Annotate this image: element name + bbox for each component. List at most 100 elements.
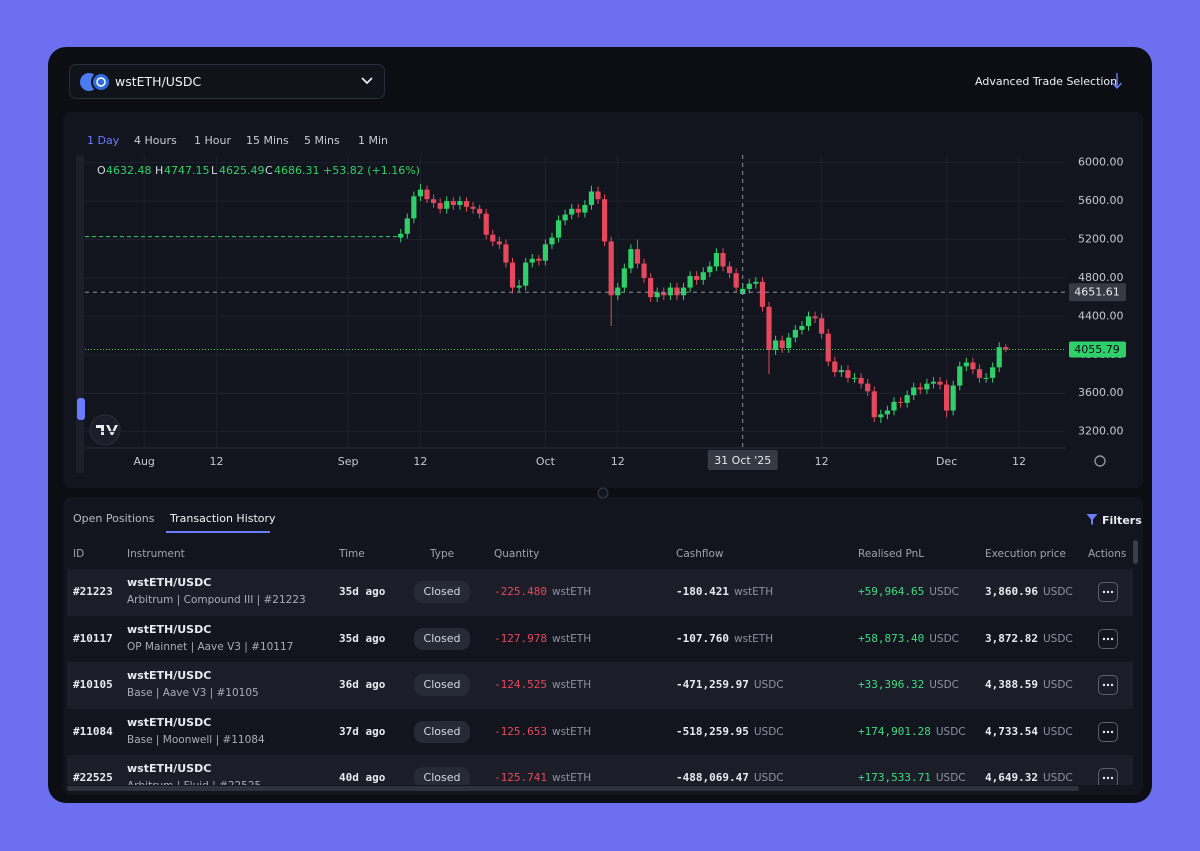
row-cashflow-unit: wstETH bbox=[733, 586, 774, 598]
candle-body bbox=[1003, 347, 1009, 350]
candle-body bbox=[536, 258, 542, 261]
row-actions[interactable] bbox=[1098, 721, 1118, 742]
candle-body bbox=[667, 287, 673, 296]
row-actions[interactable] bbox=[1098, 582, 1118, 602]
candle-body bbox=[595, 191, 601, 200]
dots bbox=[1102, 590, 1114, 594]
candle-body bbox=[851, 377, 858, 379]
resize-handle[interactable] bbox=[596, 486, 610, 500]
crosshair-y-box bbox=[1069, 283, 1126, 302]
y-tick-label: 5200.00 bbox=[1078, 233, 1124, 246]
row-pnl-unit: USDC bbox=[929, 632, 960, 645]
row-type: Closed bbox=[414, 767, 470, 785]
tab[interactable]: Transaction History bbox=[170, 512, 276, 525]
candle-body bbox=[680, 287, 687, 296]
dots bbox=[1102, 730, 1114, 733]
row-pnl-unit: USDC bbox=[935, 725, 966, 738]
x-tick-label: 12 bbox=[815, 455, 829, 468]
candle-body bbox=[970, 362, 976, 370]
candle-body bbox=[398, 233, 404, 238]
candle-body bbox=[746, 283, 752, 289]
tab-underline bbox=[166, 531, 270, 533]
candle-body bbox=[871, 391, 877, 418]
candle-body bbox=[674, 287, 680, 296]
candle-body bbox=[463, 201, 470, 207]
row-quantity-unit: wstETH bbox=[551, 679, 592, 691]
pair-selector[interactable]: wstETH/USDC bbox=[69, 64, 385, 99]
settings-icon[interactable] bbox=[1094, 455, 1106, 467]
row-instrument: wstETH/USDC bbox=[127, 715, 212, 729]
row-cashflow-unit: USDC bbox=[753, 679, 784, 691]
candle-body bbox=[496, 241, 502, 245]
timeframe-button[interactable]: 5 Mins bbox=[304, 134, 340, 147]
dots bbox=[1102, 637, 1114, 640]
column-header: Type bbox=[430, 548, 455, 560]
row-pnl-value: +33,396.32 bbox=[858, 678, 925, 691]
advanced-trade-selection[interactable]: Advanced Trade Selection bbox=[975, 75, 1118, 88]
row-quantity-unit: wstETH bbox=[551, 632, 592, 645]
candle-body bbox=[792, 329, 798, 338]
legend-value: 4747.15 bbox=[164, 164, 210, 177]
candle-body bbox=[654, 292, 660, 298]
tab[interactable]: Open Positions bbox=[73, 512, 155, 525]
legend-key: C bbox=[265, 164, 273, 177]
candle-body bbox=[812, 316, 818, 319]
row-id: #11084 bbox=[73, 724, 113, 738]
candle-body bbox=[700, 272, 706, 280]
row-quantity: -225.480 bbox=[494, 585, 547, 598]
candle-body bbox=[694, 276, 700, 280]
last-price-box bbox=[1069, 341, 1126, 358]
row-quantity-cell: -127.978 wstETH bbox=[494, 632, 591, 645]
row-quantity: -124.525 bbox=[494, 678, 547, 691]
row-id: #10105 bbox=[73, 678, 113, 691]
candle-body bbox=[687, 276, 693, 288]
row-actions[interactable] bbox=[1098, 675, 1118, 695]
candle-body bbox=[878, 414, 884, 418]
timeframe-button[interactable]: 1 Hour bbox=[194, 134, 231, 147]
row-actions[interactable] bbox=[1098, 768, 1118, 785]
candle-body bbox=[404, 218, 410, 234]
candle-body bbox=[542, 244, 549, 261]
filters-button[interactable]: Filters bbox=[1102, 514, 1142, 527]
candle-body bbox=[516, 285, 522, 288]
candle-body bbox=[444, 201, 450, 209]
candle-body bbox=[917, 387, 923, 390]
side-toggle[interactable] bbox=[77, 398, 85, 420]
candle-body bbox=[713, 252, 720, 267]
candle-body bbox=[779, 340, 785, 349]
y-tick-label: 4400.00 bbox=[1078, 309, 1124, 322]
row-actions[interactable] bbox=[1098, 628, 1118, 649]
timeframe-button[interactable]: 15 Mins bbox=[246, 134, 289, 147]
x-tick-label: 12 bbox=[413, 455, 427, 468]
row-price: 4,733.54 USDC bbox=[985, 725, 1073, 738]
candle-body bbox=[957, 366, 963, 386]
row-venue: OP Mainnet | Aave V3 | #10117 bbox=[127, 640, 294, 653]
candle-body bbox=[457, 201, 463, 205]
timeframe-button[interactable]: 1 Day bbox=[87, 134, 120, 147]
candle-body bbox=[477, 208, 483, 214]
row-cashflow: -471,259.97 USDC bbox=[676, 678, 784, 691]
candle-body bbox=[417, 189, 424, 197]
candle-body bbox=[819, 318, 825, 334]
y-tick-label: 3600.00 bbox=[1078, 386, 1124, 399]
row-price: 3,872.82 USDC bbox=[985, 632, 1073, 645]
row-type: Closed bbox=[414, 720, 470, 743]
candle-body bbox=[437, 203, 443, 209]
table-body: #21223 wstETH/USDC Arbitrum | Compound III… bbox=[67, 569, 1133, 785]
x-tick-label: Sep bbox=[338, 455, 359, 468]
row-instrument: wstETH/USDC bbox=[127, 622, 212, 636]
legend-key: H bbox=[155, 164, 163, 177]
timeframe-button[interactable]: 1 Min bbox=[358, 134, 389, 147]
row-venue: Base | Aave V3 | #10105 bbox=[127, 687, 259, 699]
candle-body bbox=[884, 410, 891, 415]
row-quantity-cell: -124.525 wstETH bbox=[494, 678, 591, 691]
row-pnl-unit: USDC bbox=[929, 679, 960, 691]
table-row: #21223 wstETH/USDC Arbitrum | Compound III… bbox=[67, 569, 1133, 616]
row-pnl: +173,533.71 USDC bbox=[858, 771, 966, 784]
candle-body bbox=[930, 381, 937, 384]
row-price: 3,860.96 USDC bbox=[985, 585, 1073, 598]
row-pnl-unit: USDC bbox=[929, 586, 960, 598]
timeframe-button[interactable]: 4 Hours bbox=[134, 134, 177, 147]
candle-body bbox=[424, 189, 430, 200]
